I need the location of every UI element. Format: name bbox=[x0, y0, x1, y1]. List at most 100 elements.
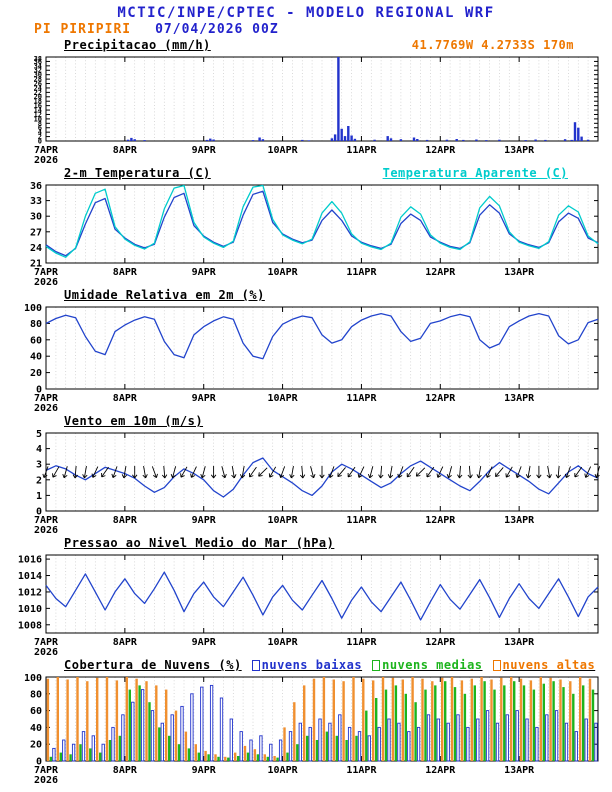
svg-text:11APR: 11APR bbox=[346, 393, 377, 404]
svg-text:18: 18 bbox=[34, 98, 42, 106]
svg-text:30: 30 bbox=[30, 212, 42, 223]
legend-nuvens-medias: nuvens medias bbox=[372, 657, 482, 673]
svg-text:2026: 2026 bbox=[34, 277, 58, 287]
svg-text:24: 24 bbox=[34, 84, 42, 92]
svg-text:60: 60 bbox=[30, 335, 42, 346]
temperature-title: 2-m Temperatura (C) bbox=[64, 166, 211, 180]
svg-text:1: 1 bbox=[36, 491, 42, 502]
apparent-temperature-label: Temperatura Aparente (C) bbox=[382, 166, 568, 180]
svg-text:4: 4 bbox=[38, 129, 42, 137]
svg-text:2: 2 bbox=[36, 475, 42, 486]
svg-text:7APR: 7APR bbox=[34, 515, 59, 526]
header: MCTIC/INPE/CPTEC - MODELO REGIONAL WRF P… bbox=[0, 0, 612, 37]
svg-text:20: 20 bbox=[30, 368, 42, 379]
svg-text:21: 21 bbox=[30, 259, 42, 270]
svg-text:36: 36 bbox=[34, 58, 42, 66]
temperature-section: 2-m Temperatura (C) Temperatura Aparente… bbox=[0, 165, 612, 287]
svg-text:10APR: 10APR bbox=[268, 145, 299, 156]
svg-text:7APR: 7APR bbox=[34, 145, 59, 156]
svg-text:8APR: 8APR bbox=[113, 267, 138, 278]
svg-text:13APR: 13APR bbox=[504, 765, 535, 776]
svg-text:33: 33 bbox=[30, 196, 42, 207]
svg-text:32: 32 bbox=[34, 67, 42, 75]
svg-text:2026: 2026 bbox=[34, 775, 58, 785]
svg-text:100: 100 bbox=[24, 673, 42, 684]
legend-nuvens-baixas: nuvens baixas bbox=[251, 657, 363, 673]
nuvens-medias-legend-icon bbox=[372, 659, 381, 671]
svg-text:16: 16 bbox=[34, 102, 42, 110]
pressure-section: Pressao ao Nivel Medio do Mar (hPa) 1008… bbox=[0, 535, 612, 657]
svg-text:12: 12 bbox=[34, 111, 42, 119]
svg-text:12APR: 12APR bbox=[425, 515, 456, 526]
humidity-title: Umidade Relativa em 2m (%) bbox=[64, 288, 265, 302]
svg-text:8APR: 8APR bbox=[113, 765, 138, 776]
svg-text:11APR: 11APR bbox=[346, 765, 377, 776]
humidity-section: Umidade Relativa em 2m (%) 0 20 40 60 80 100 7… bbox=[0, 287, 612, 413]
svg-text:7APR: 7APR bbox=[34, 765, 59, 776]
svg-text:22: 22 bbox=[34, 89, 42, 97]
model-title: MCTIC/INPE/CPTEC - MODELO REGIONAL WRF bbox=[117, 5, 495, 21]
svg-text:2026: 2026 bbox=[34, 647, 58, 657]
svg-text:11APR: 11APR bbox=[346, 637, 377, 648]
svg-text:9APR: 9APR bbox=[192, 145, 217, 156]
station-name: PI PIRIPIRI bbox=[34, 22, 132, 37]
svg-text:10: 10 bbox=[34, 115, 42, 123]
svg-text:10APR: 10APR bbox=[268, 765, 299, 776]
svg-text:30: 30 bbox=[34, 71, 42, 79]
location-label: 41.7769W 4.2733S 170m bbox=[411, 38, 574, 52]
svg-text:0: 0 bbox=[38, 138, 42, 146]
svg-text:12APR: 12APR bbox=[425, 145, 456, 156]
svg-text:100: 100 bbox=[24, 303, 42, 314]
svg-text:7APR: 7APR bbox=[34, 393, 59, 404]
nuvens-baixas-legend-icon bbox=[251, 659, 260, 671]
svg-text:11APR: 11APR bbox=[346, 515, 377, 526]
wind-title-row: Vento em 10m (m/s) bbox=[0, 413, 612, 429]
svg-text:26: 26 bbox=[34, 80, 42, 88]
svg-text:20: 20 bbox=[34, 93, 42, 101]
svg-text:13APR: 13APR bbox=[504, 515, 535, 526]
nuvens-baixas-label: nuvens baixas bbox=[261, 658, 363, 672]
svg-text:8APR: 8APR bbox=[113, 637, 138, 648]
svg-text:9APR: 9APR bbox=[192, 267, 217, 278]
svg-text:1012: 1012 bbox=[18, 587, 42, 598]
svg-text:3: 3 bbox=[36, 460, 42, 471]
svg-text:34: 34 bbox=[34, 62, 42, 70]
svg-text:12APR: 12APR bbox=[425, 267, 456, 278]
header-line2: PI PIRIPIRI 07/04/2026 00Z bbox=[34, 22, 612, 37]
svg-text:40: 40 bbox=[30, 352, 42, 363]
svg-text:0: 0 bbox=[36, 507, 42, 518]
wind-section: Vento em 10m (m/s) 0 1 2 3 4 5 7APR 2026 8APR 9AP… bbox=[0, 413, 612, 535]
svg-text:8APR: 8APR bbox=[113, 515, 138, 526]
pressure-title-row: Pressao ao Nivel Medio do Mar (hPa) bbox=[0, 535, 612, 551]
svg-text:8APR: 8APR bbox=[113, 393, 138, 404]
precipitation-plot: 024681012141618202224262830323436387APR2… bbox=[34, 55, 599, 165]
svg-text:14: 14 bbox=[34, 107, 42, 115]
svg-text:10APR: 10APR bbox=[268, 515, 299, 526]
precipitation-section: Precipitacao (mm/h) 41.7769W 4.2733S 170… bbox=[0, 37, 612, 165]
svg-text:12APR: 12APR bbox=[425, 637, 456, 648]
svg-text:2026: 2026 bbox=[34, 525, 58, 535]
svg-text:36: 36 bbox=[30, 181, 42, 192]
svg-text:8APR: 8APR bbox=[113, 145, 138, 156]
svg-text:13APR: 13APR bbox=[504, 393, 535, 404]
nuvens-altas-legend-icon bbox=[492, 659, 501, 671]
cloud-cover-title-row: Cobertura de Nuvens (%) nuvens baixas nu… bbox=[0, 657, 612, 673]
svg-text:12APR: 12APR bbox=[425, 765, 456, 776]
svg-text:11APR: 11APR bbox=[346, 267, 377, 278]
nuvens-altas-label: nuvens altas bbox=[502, 658, 596, 672]
svg-text:1010: 1010 bbox=[18, 604, 42, 615]
precipitation-title: Precipitacao (mm/h) bbox=[64, 38, 211, 52]
svg-text:2026: 2026 bbox=[34, 403, 58, 413]
svg-text:6: 6 bbox=[38, 124, 42, 132]
cloud-cover-title: Cobertura de Nuvens (%) bbox=[64, 658, 242, 672]
svg-text:13APR: 13APR bbox=[504, 267, 535, 278]
cloud-cover-section: Cobertura de Nuvens (%) nuvens baixas nu… bbox=[0, 657, 612, 785]
svg-text:13APR: 13APR bbox=[504, 637, 535, 648]
svg-text:10APR: 10APR bbox=[268, 637, 299, 648]
svg-text:24: 24 bbox=[30, 243, 42, 254]
